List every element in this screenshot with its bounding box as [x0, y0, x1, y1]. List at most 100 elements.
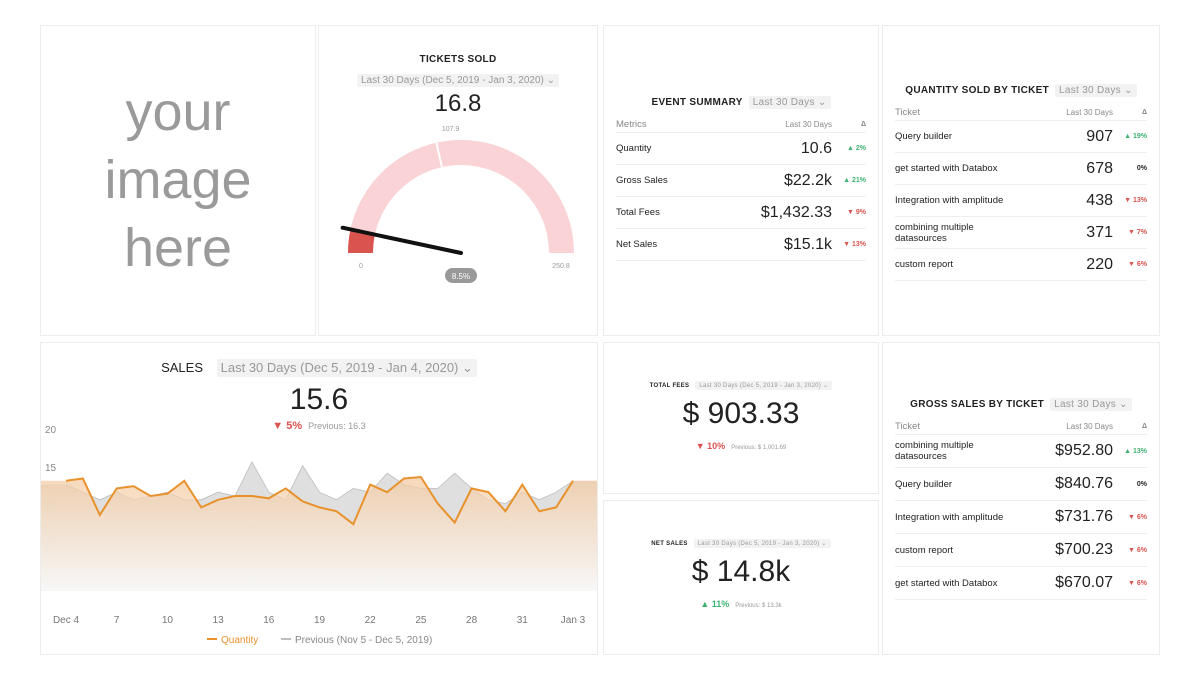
kpi-change: ▼ 10% Previous: $ 1,001.69 — [604, 441, 878, 451]
gauge-min: 0 — [359, 263, 363, 270]
gauge-needle — [340, 225, 463, 255]
column-header: Last 30 Days — [1066, 107, 1113, 117]
change-indicator: ▲ 19% — [1124, 133, 1147, 140]
row-change: ▼ 13% — [1113, 197, 1147, 204]
row-value: $700.23 — [1055, 541, 1113, 558]
change-value: 0% — [1136, 480, 1147, 488]
change-indicator: ▲ 11% — [700, 599, 730, 609]
change-value: 9% — [855, 209, 866, 216]
placeholder-line: here — [123, 218, 233, 278]
gauge-target — [434, 138, 443, 168]
x-tick-label: 31 — [517, 615, 529, 626]
row-change: 0% — [1113, 165, 1147, 172]
row-value: 10.6 — [800, 139, 832, 157]
row-label: Total Fees — [616, 207, 660, 218]
change-value: 13% — [1132, 197, 1147, 204]
period-dropdown[interactable]: Last 30 Days — [748, 96, 831, 109]
change-value: 21% — [851, 177, 866, 184]
net-sales-panel: NET SALES Last 30 Days (Dec 5, 2019 - Jan… — [603, 500, 879, 655]
row-value: 907 — [1086, 127, 1113, 145]
row-change: ▲ 13% — [1113, 448, 1147, 455]
gauge-track — [348, 140, 574, 253]
change-value: 11% — [711, 599, 730, 609]
period-dropdown[interactable]: Last 30 Days (Dec 5, 2019 - Jan 3, 2020) — [695, 381, 833, 390]
title-text: TOTAL FEES — [649, 383, 690, 389]
change-indicator: 0% — [1137, 165, 1147, 172]
period-dropdown[interactable]: Last 30 Days (Dec 5, 2019 - Jan 3, 2020) — [356, 74, 560, 87]
change-value: 19% — [1132, 133, 1147, 140]
change-value: 6% — [1136, 513, 1147, 521]
row-value: 438 — [1086, 191, 1113, 209]
period-dropdown[interactable]: Last 30 Days — [1055, 84, 1137, 97]
image-placeholder: your image here — [40, 25, 316, 336]
row-change: ▼ 7% — [1113, 229, 1147, 236]
total-fees-panel: TOTAL FEES Last 30 Days (Dec 5, 2019 - Ja… — [603, 342, 879, 494]
row-label: Query builder — [895, 131, 953, 142]
row-value: 371 — [1086, 223, 1113, 241]
x-tick-label: 10 — [162, 615, 174, 626]
table-row: custom report 220 ▼ 6% — [895, 249, 1147, 281]
change-value: 5% — [286, 420, 303, 432]
row-label: get started with Databox — [895, 577, 998, 589]
table-header: Metrics Last 30 Days Δ — [616, 116, 866, 133]
change-value: 2% — [855, 145, 866, 152]
kpi-change: ▼ 5% Previous: 16.3 — [41, 420, 597, 432]
table-row: Net Sales $15.1k ▼ 13% — [616, 229, 866, 261]
panel-title: GROSS SALES BY TICKET Last 30 Days — [883, 398, 1159, 411]
previous-value: Previous: $ 1,001.69 — [731, 445, 787, 451]
panel-title: TICKETS SOLD — [419, 54, 497, 65]
panel-title: TOTAL FEES Last 30 Days (Dec 5, 2019 - Ja… — [604, 381, 878, 390]
row-label: custom report — [895, 259, 954, 270]
table-row: Quantity 10.6 ▲ 2% — [616, 133, 866, 165]
change-value: 6% — [1136, 261, 1147, 268]
change-indicator: ▼ 6% — [1128, 579, 1147, 587]
change-indicator: ▲ 21% — [843, 177, 866, 184]
row-change: ▲ 19% — [1113, 133, 1147, 140]
gross-by-ticket-panel: GROSS SALES BY TICKET Last 30 Days Ticket L… — [882, 342, 1160, 655]
column-header: Δ — [1141, 108, 1147, 116]
change-indicator: ▼ 7% — [1128, 229, 1147, 236]
row-value: $952.80 — [1055, 442, 1113, 459]
change-value: 6% — [1136, 546, 1147, 554]
legend-label: Previous (Nov 5 - Dec 5, 2019) — [295, 635, 432, 646]
period-dropdown[interactable]: Last 30 Days — [1050, 398, 1132, 411]
kpi-value: $ 14.8k — [691, 555, 791, 588]
placeholder-line: your — [125, 82, 231, 142]
row-label: get started with Databox — [895, 163, 998, 174]
row-value: 678 — [1086, 159, 1113, 177]
period-dropdown[interactable]: Last 30 Days (Dec 5, 2019 - Jan 3, 2020) — [693, 539, 831, 548]
table-row: Gross Sales $22.2k ▲ 21% — [616, 165, 866, 197]
gauge-max: 250.8 — [552, 263, 570, 270]
change-indicator: ▼ 6% — [1128, 513, 1147, 521]
x-tick-label: 19 — [314, 615, 326, 626]
x-tick-label: 16 — [263, 615, 275, 626]
change-value: 13% — [1132, 447, 1147, 455]
kpi-change: ▲ 11% Previous: $ 13.3k — [604, 599, 878, 609]
table-row: Integration with amplitude $731.76 ▼ 6% — [895, 501, 1147, 534]
row-label: Integration with amplitude — [895, 511, 1004, 523]
x-tick-label: 7 — [114, 615, 120, 626]
x-tick-label: 22 — [365, 615, 377, 626]
row-change: 0% — [1113, 481, 1147, 488]
row-change: ▼ 13% — [832, 241, 866, 248]
table-row: custom report $700.23 ▼ 6% — [895, 534, 1147, 567]
row-label: Gross Sales — [616, 175, 668, 186]
y-tick-label: 20 — [45, 425, 57, 436]
period-dropdown[interactable]: Last 30 Days (Dec 5, 2019 - Jan 4, 2020) — [216, 359, 477, 377]
title-text: EVENT SUMMARY — [651, 97, 743, 108]
table-row: Total Fees $1,432.33 ▼ 9% — [616, 197, 866, 229]
column-header: Last 30 Days — [1066, 421, 1113, 431]
panel-title: QUANTITY SOLD BY TICKET Last 30 Days — [883, 84, 1159, 97]
table: Ticket Last 30 Days Δ Query builder 907 ▲ 19%… — [895, 104, 1147, 281]
change-indicator: ▲ 2% — [847, 145, 866, 152]
panel-title: SALES — [161, 360, 204, 375]
series-area — [41, 477, 597, 591]
row-value: $1,432.33 — [760, 203, 832, 221]
change-indicator: ▼ 13% — [843, 241, 866, 248]
x-tick-label: 13 — [213, 615, 225, 626]
change-indicator: ▼ 6% — [1128, 261, 1147, 268]
change-value: 0% — [1136, 165, 1147, 172]
